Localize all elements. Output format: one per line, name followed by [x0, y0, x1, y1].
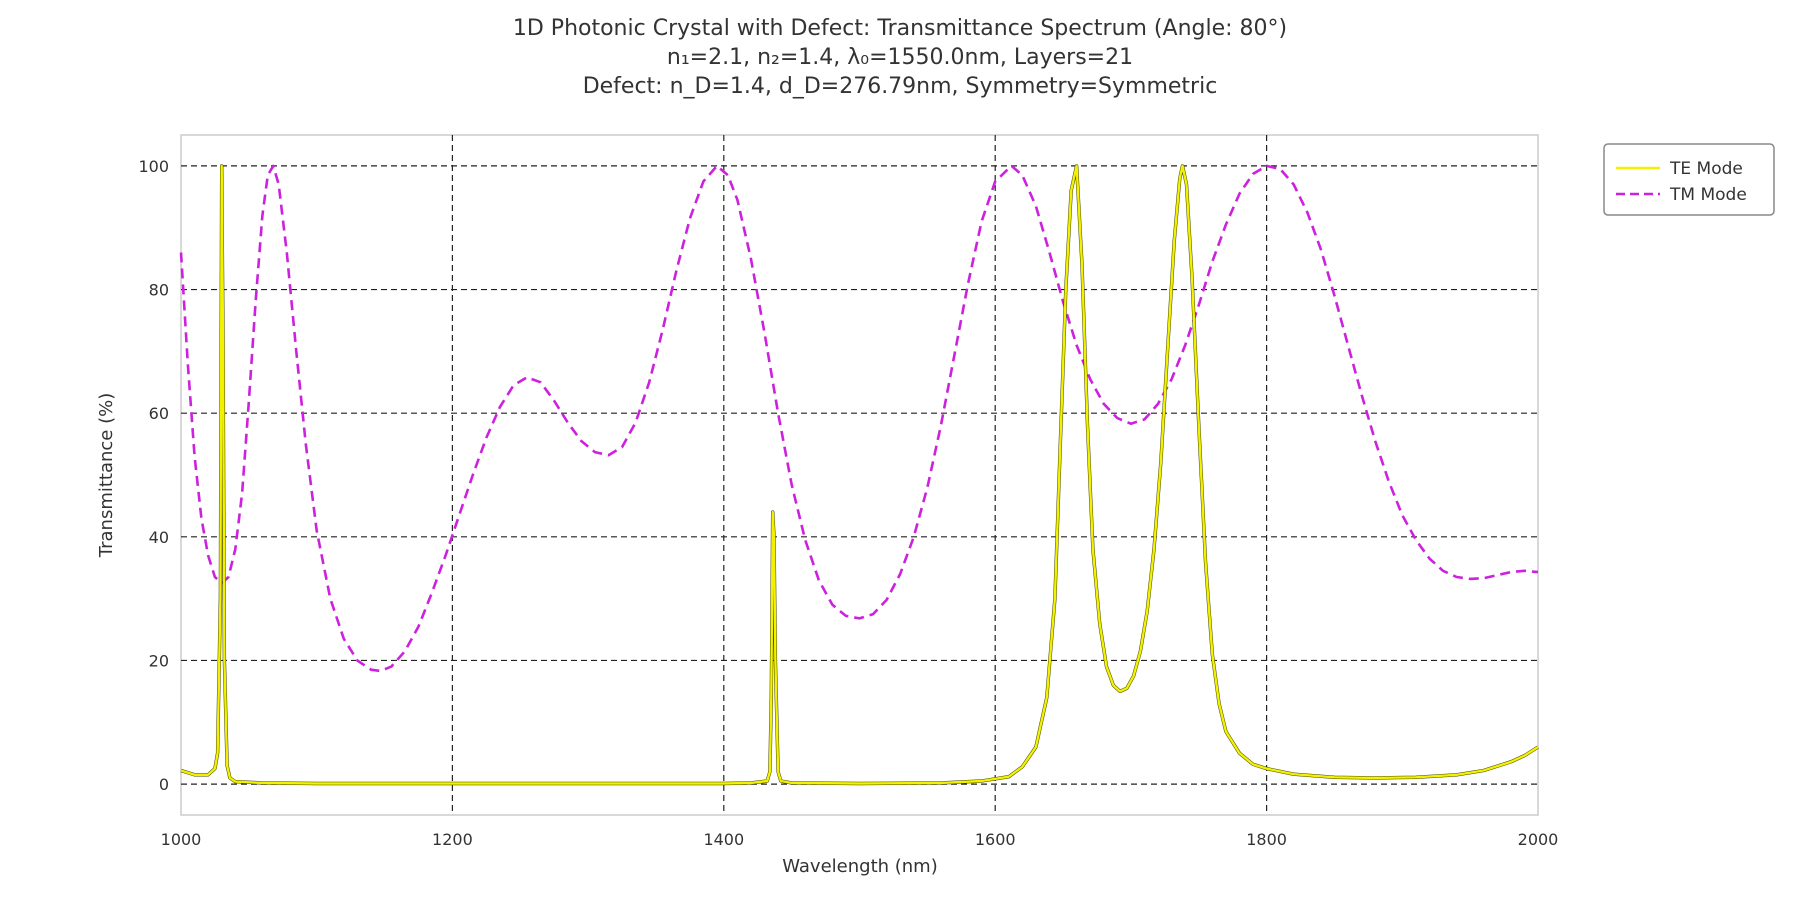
x-tick-label: 1200	[432, 830, 473, 849]
te-mode-line	[180, 164, 1539, 785]
x-tick-label: 1600	[975, 830, 1016, 849]
y-tick-label: 0	[159, 775, 169, 794]
x-axis-ticks: 1000 1200 1400 1600 1800 2000	[161, 830, 1559, 849]
y-tick-label: 20	[149, 651, 169, 670]
y-tick-label: 80	[149, 281, 169, 300]
plot-area	[179, 134, 1539, 816]
te-mode-line-outline	[180, 164, 1539, 786]
plot-frame	[180, 134, 1539, 816]
title-line-1: 1D Photonic Crystal with Defect: Transmi…	[513, 16, 1287, 41]
legend-label-te-mode: TE Mode	[1669, 159, 1743, 179]
y-tick-label: 60	[149, 404, 169, 423]
x-tick-label: 1400	[703, 830, 744, 849]
chart-title: 1D Photonic Crystal with Defect: Transmi…	[513, 16, 1287, 99]
y-axis-label: Transmittance (%)	[96, 393, 117, 559]
x-axis-label: Wavelength (nm)	[782, 856, 938, 877]
legend-box	[1603, 143, 1775, 216]
x-tick-label: 1000	[161, 830, 202, 849]
y-tick-label: 40	[149, 528, 169, 547]
legend: TE Mode TM Mode	[1603, 143, 1775, 216]
title-line-3: Defect: n_D=1.4, d_D=276.79nm, Symmetry=…	[583, 74, 1218, 99]
y-tick-label: 100	[138, 157, 169, 176]
x-tick-label: 2000	[1518, 830, 1559, 849]
x-tick-label: 1800	[1246, 830, 1287, 849]
tm-mode-line	[179, 164, 1539, 673]
title-line-2: n₁=2.1, n₂=1.4, λ₀=1550.0nm, Layers=21	[667, 45, 1133, 70]
series-layer	[179, 164, 1539, 786]
legend-label-tm-mode: TM Mode	[1669, 185, 1747, 205]
y-axis-ticks: 0 20 40 60 80 100	[138, 157, 169, 794]
grid-lines	[181, 135, 1538, 815]
